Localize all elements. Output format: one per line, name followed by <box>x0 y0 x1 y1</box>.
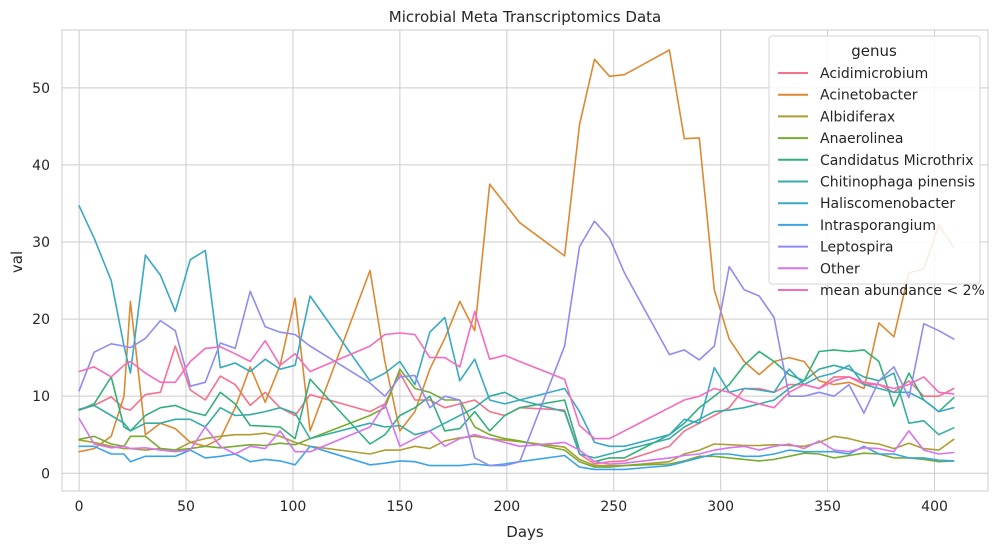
legend-label: Candidatus Microthrix <box>820 153 974 169</box>
y-tick-label: 30 <box>32 235 50 251</box>
series-line <box>78 368 955 468</box>
y-tick-label: 50 <box>32 81 50 97</box>
series-line <box>78 445 955 471</box>
series-line <box>78 205 955 448</box>
x-tick-label: 0 <box>75 499 84 515</box>
legend-items: Acidimicrobium Acinetobacter Albidiferax An… <box>778 66 985 299</box>
series-line <box>78 403 955 465</box>
series-lines <box>78 49 955 471</box>
legend-label: Chitinophaga pinensis <box>820 175 975 191</box>
legend-label: Albidiferax <box>820 109 895 125</box>
legend-label: Acinetobacter <box>820 88 918 104</box>
legend-label: mean abundance < 2% <box>820 283 985 299</box>
y-tick-label: 0 <box>41 466 50 482</box>
series-line <box>78 310 955 440</box>
legend-label: Other <box>820 261 860 277</box>
y-tick-label: 40 <box>32 158 50 174</box>
series-line <box>78 432 955 467</box>
x-tick-label: 250 <box>600 499 627 515</box>
x-tick-label: 50 <box>177 499 195 515</box>
legend-label: Haliscomenobacter <box>820 196 955 212</box>
x-tick-label: 400 <box>921 499 948 515</box>
x-tick-label: 100 <box>280 499 307 515</box>
series-line <box>78 220 955 467</box>
y-tick-label: 20 <box>32 312 50 328</box>
series-line <box>78 49 955 453</box>
chart-title: Microbial Meta Transcriptomics Data <box>389 8 661 26</box>
legend-label: Leptospira <box>820 240 894 256</box>
legend-label: Acidimicrobium <box>820 66 928 82</box>
x-tick-label: 200 <box>493 499 520 515</box>
x-axis-ticks: 0 50 100 150 200 250 300 350 400 <box>75 499 948 515</box>
y-axis-ticks: 0 10 20 30 40 50 <box>32 81 50 482</box>
series-line <box>78 364 955 459</box>
legend-box <box>768 35 981 285</box>
x-tick-label: 300 <box>707 499 734 515</box>
x-tick-label: 150 <box>387 499 414 515</box>
x-tick-label: 350 <box>814 499 841 515</box>
legend-title: genus <box>851 42 897 60</box>
x-axis-label: Days <box>506 523 544 541</box>
legend-label: Anaerolinea <box>820 131 904 147</box>
y-axis-label: val <box>8 251 26 273</box>
legend-label: Intrasporangium <box>820 218 936 234</box>
series-line <box>78 349 955 463</box>
legend: genus Acidimicrobium Acinetobacter Albidif… <box>768 35 985 299</box>
y-tick-label: 10 <box>32 389 50 405</box>
